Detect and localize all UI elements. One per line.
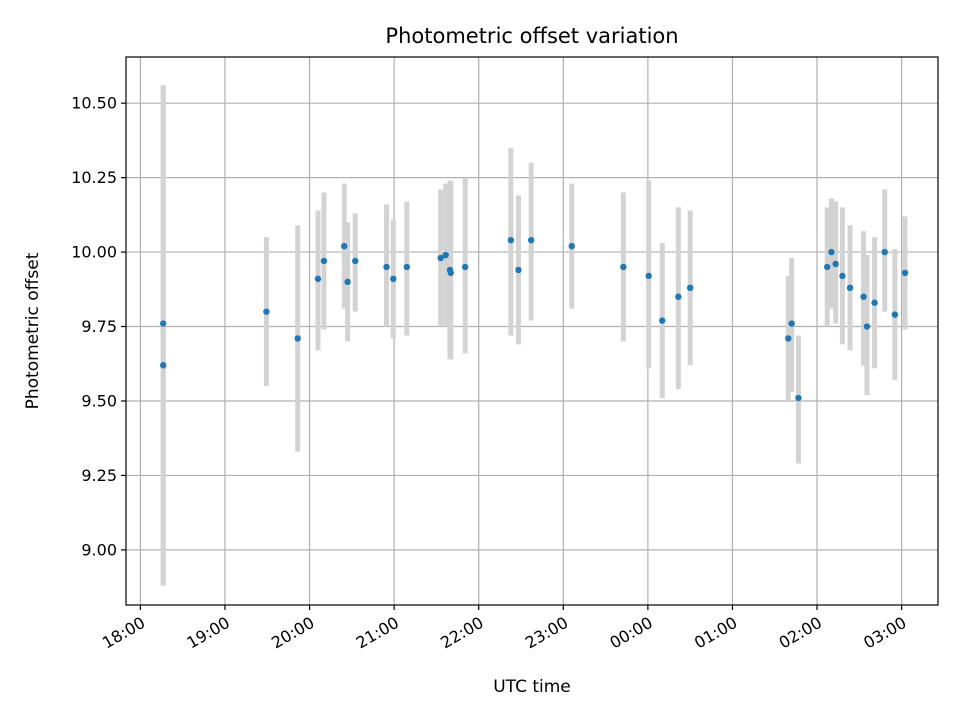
data-point (832, 260, 839, 268)
data-point (515, 266, 522, 274)
data-point (442, 251, 449, 259)
data-point (383, 263, 390, 271)
data-point (507, 236, 515, 244)
data-point (437, 254, 444, 262)
data-point (863, 323, 871, 330)
data-point (344, 278, 351, 286)
data-point (447, 269, 454, 277)
chart-title: Photometric offset variation (385, 24, 678, 48)
data-point (527, 236, 535, 244)
data-points (160, 236, 909, 402)
data-point (788, 320, 795, 327)
data-point (846, 284, 854, 292)
y-tick-label: 9.25 (81, 466, 117, 485)
data-point (828, 248, 835, 256)
data-point (568, 242, 575, 250)
data-point (294, 335, 301, 342)
y-axis-label: Photometric offset (23, 252, 43, 409)
data-point (675, 293, 682, 300)
data-point (860, 293, 867, 300)
data-point (341, 242, 348, 250)
data-point (686, 284, 694, 292)
y-axis-ticks: 9.00 9.25 9.50 9.75 10.00 10.25 10.50 (71, 94, 126, 559)
data-point (620, 263, 627, 271)
grid (126, 57, 938, 605)
y-tick-label: 9.00 (81, 540, 117, 559)
data-point (659, 317, 666, 324)
data-point (785, 335, 792, 342)
data-point (795, 394, 802, 402)
data-point (839, 272, 846, 280)
data-point (645, 272, 652, 280)
data-point (320, 257, 328, 265)
data-point (901, 269, 909, 277)
data-point (263, 308, 270, 315)
plot-area-frame (125, 56, 939, 606)
data-point (891, 311, 899, 318)
data-point (160, 362, 167, 369)
data-point (403, 263, 411, 271)
data-point (461, 263, 469, 271)
data-point (823, 263, 831, 271)
y-tick-label: 10.25 (71, 168, 117, 187)
y-tick-label: 10.00 (71, 243, 117, 262)
y-tick-label: 9.75 (81, 317, 117, 336)
data-point (871, 299, 878, 306)
data-point (160, 320, 167, 327)
x-axis-label: UTC time (493, 677, 571, 697)
y-tick-label: 9.50 (81, 391, 117, 410)
data-point (352, 257, 359, 265)
y-tick-label: 10.50 (71, 94, 117, 113)
data-point (314, 275, 322, 283)
data-point (881, 248, 888, 256)
data-point (390, 275, 397, 283)
